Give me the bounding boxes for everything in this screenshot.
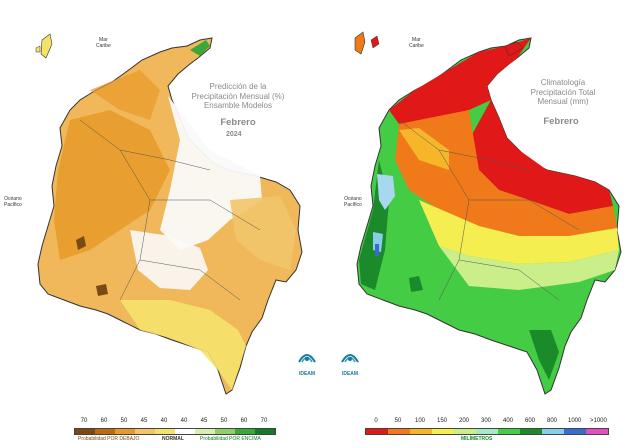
prediction-legend-tick-4: 40 <box>160 418 168 424</box>
zone-above-north <box>190 40 210 56</box>
climatology-legend-tick-8: 800 <box>546 418 557 424</box>
ideam-logo-right: IDEAM <box>339 348 361 377</box>
climatology-legend-swatch-7 <box>520 429 542 434</box>
climatology-legend-tick-5: 300 <box>480 418 491 424</box>
prediction-legend-swatch-2 <box>115 429 135 434</box>
department-boundaries-r <box>398 119 580 301</box>
climatology-legend-tick-7: 600 <box>524 418 535 424</box>
zone-below-70-b <box>96 284 108 296</box>
climatology-legend-swatch-5 <box>476 429 498 434</box>
zone-150-200 <box>439 246 619 290</box>
sea-label-left: Mar Caribe <box>96 37 111 49</box>
prediction-legend-swatch-5 <box>175 429 195 434</box>
prediction-map-panel: Predicción de la Precipitación Mensual (… <box>4 33 318 442</box>
islands-san-andres <box>40 33 53 59</box>
legend-caption-above: Probabilidad POR ENCIMA <box>200 436 261 442</box>
ocean-label-left: Océano Pacífico <box>4 196 22 208</box>
title-line-1: Climatología <box>540 78 586 87</box>
zone-50-100 <box>395 110 617 236</box>
prediction-year: 2024 <box>226 131 242 138</box>
prediction-legend-swatch-0 <box>75 429 95 434</box>
climatology-title: Climatología Precipitación Total Mensual… <box>515 78 611 107</box>
climatology-legend-swatch-9 <box>564 429 586 434</box>
climatology-legend-swatch-0 <box>366 429 388 434</box>
prediction-title: Predicción de la Precipitación Mensual (… <box>188 82 288 111</box>
climatology-map-panel: Climatología Precipitación Total Mensual… <box>319 0 638 448</box>
prediction-legend-tick-1: 60 <box>100 418 108 424</box>
guajira-tip <box>504 41 524 57</box>
prediction-legend-tick-9: 70 <box>260 418 268 424</box>
ideam-logo-icon <box>298 354 316 363</box>
islands-providencia-r <box>370 35 380 49</box>
climatology-legend-tick-4: 200 <box>458 418 469 424</box>
sea-label-right: Mar Caribe <box>409 37 424 49</box>
prediction-legend-tick-5: 40 <box>180 418 188 424</box>
legend-caption-normal: NORMAL <box>162 436 184 442</box>
zone-normal-center <box>130 230 208 290</box>
climatology-legend-tick-9: 1000 <box>568 418 582 424</box>
title-line-2: Precipitación Mensual (%) <box>191 91 285 101</box>
zone-pacific-max <box>375 244 379 256</box>
zone-pacific-very-wet-a <box>377 174 395 210</box>
climatology-legend-tick-1: 50 <box>394 418 402 424</box>
climatology-map <box>354 31 622 395</box>
prediction-legend-swatch-9 <box>255 429 275 434</box>
zone-below-40-south <box>120 300 246 390</box>
prediction-legend-swatch-6 <box>195 429 215 434</box>
prediction-month: Febrero <box>220 117 256 128</box>
title-line-1: Predicción de la <box>209 82 267 91</box>
title-line-3: Ensamble Modelos <box>203 101 273 110</box>
climatology-legend-tick-2: 100 <box>414 418 425 424</box>
zone-0-50-east <box>469 100 613 214</box>
zone-below-50-north <box>90 70 160 120</box>
climatology-legend-tick-10: >1000 <box>590 418 607 424</box>
ideam-logo-icon <box>341 354 359 363</box>
climatology-legend-tick-0: 0 <box>374 418 378 424</box>
climatology-legend-tick-6: 400 <box>502 418 513 424</box>
prediction-legend-tick-0: 70 <box>80 418 88 424</box>
prediction-legend-tick-2: 50 <box>120 418 128 424</box>
prediction-map <box>35 33 303 395</box>
title-line-2: Precipitación Total <box>530 87 596 97</box>
climatology-legend-swatch-6 <box>498 429 520 434</box>
climatology-legend-swatch-2 <box>410 429 432 434</box>
prediction-legend-tick-6: 45 <box>200 418 208 424</box>
title-line-3: Mensual (mm) <box>537 97 589 106</box>
legend-caption-below: Probabilidad POR DEBAJO <box>78 436 140 442</box>
prediction-legend-tick-7: 50 <box>220 418 228 424</box>
islands-providencia <box>35 45 41 53</box>
climatology-legend-swatch-4 <box>454 429 476 434</box>
zone-400-600-south <box>529 330 559 380</box>
climatology-legend-tick-3: 150 <box>436 418 447 424</box>
climatology-legend-swatch-8 <box>542 429 564 434</box>
zone-below-50 <box>54 110 170 260</box>
climatology-legend-swatch-1 <box>388 429 410 434</box>
prediction-legend-swatch-7 <box>215 429 235 434</box>
department-boundaries <box>79 119 261 301</box>
ocean-label-right: Océano Pacífico <box>344 196 362 208</box>
zone-below-70-a <box>76 236 86 250</box>
zone-below-45-east <box>230 196 296 270</box>
prediction-legend-tick-8: 60 <box>240 418 248 424</box>
zone-0-50-north <box>389 38 531 124</box>
prediction-legend-swatch-3 <box>135 429 155 434</box>
legend-caption-mm: MILÍMETROS <box>461 436 493 442</box>
zone-andes-yellow <box>399 128 449 170</box>
climatology-legend-swatch-10 <box>586 429 608 434</box>
islands-san-andres-r <box>354 31 366 55</box>
prediction-legend-swatch-4 <box>155 429 175 434</box>
ideam-logo-left: IDEAM <box>296 348 318 377</box>
zone-pacific-south <box>409 276 423 292</box>
climatology-legend-swatch-3 <box>432 429 454 434</box>
prediction-legend-swatch-8 <box>235 429 255 434</box>
prediction-legend-tick-3: 45 <box>140 418 148 424</box>
climatology-month: Febrero <box>543 116 579 127</box>
prediction-legend-swatch-1 <box>95 429 115 434</box>
zone-100-150 <box>419 200 619 264</box>
